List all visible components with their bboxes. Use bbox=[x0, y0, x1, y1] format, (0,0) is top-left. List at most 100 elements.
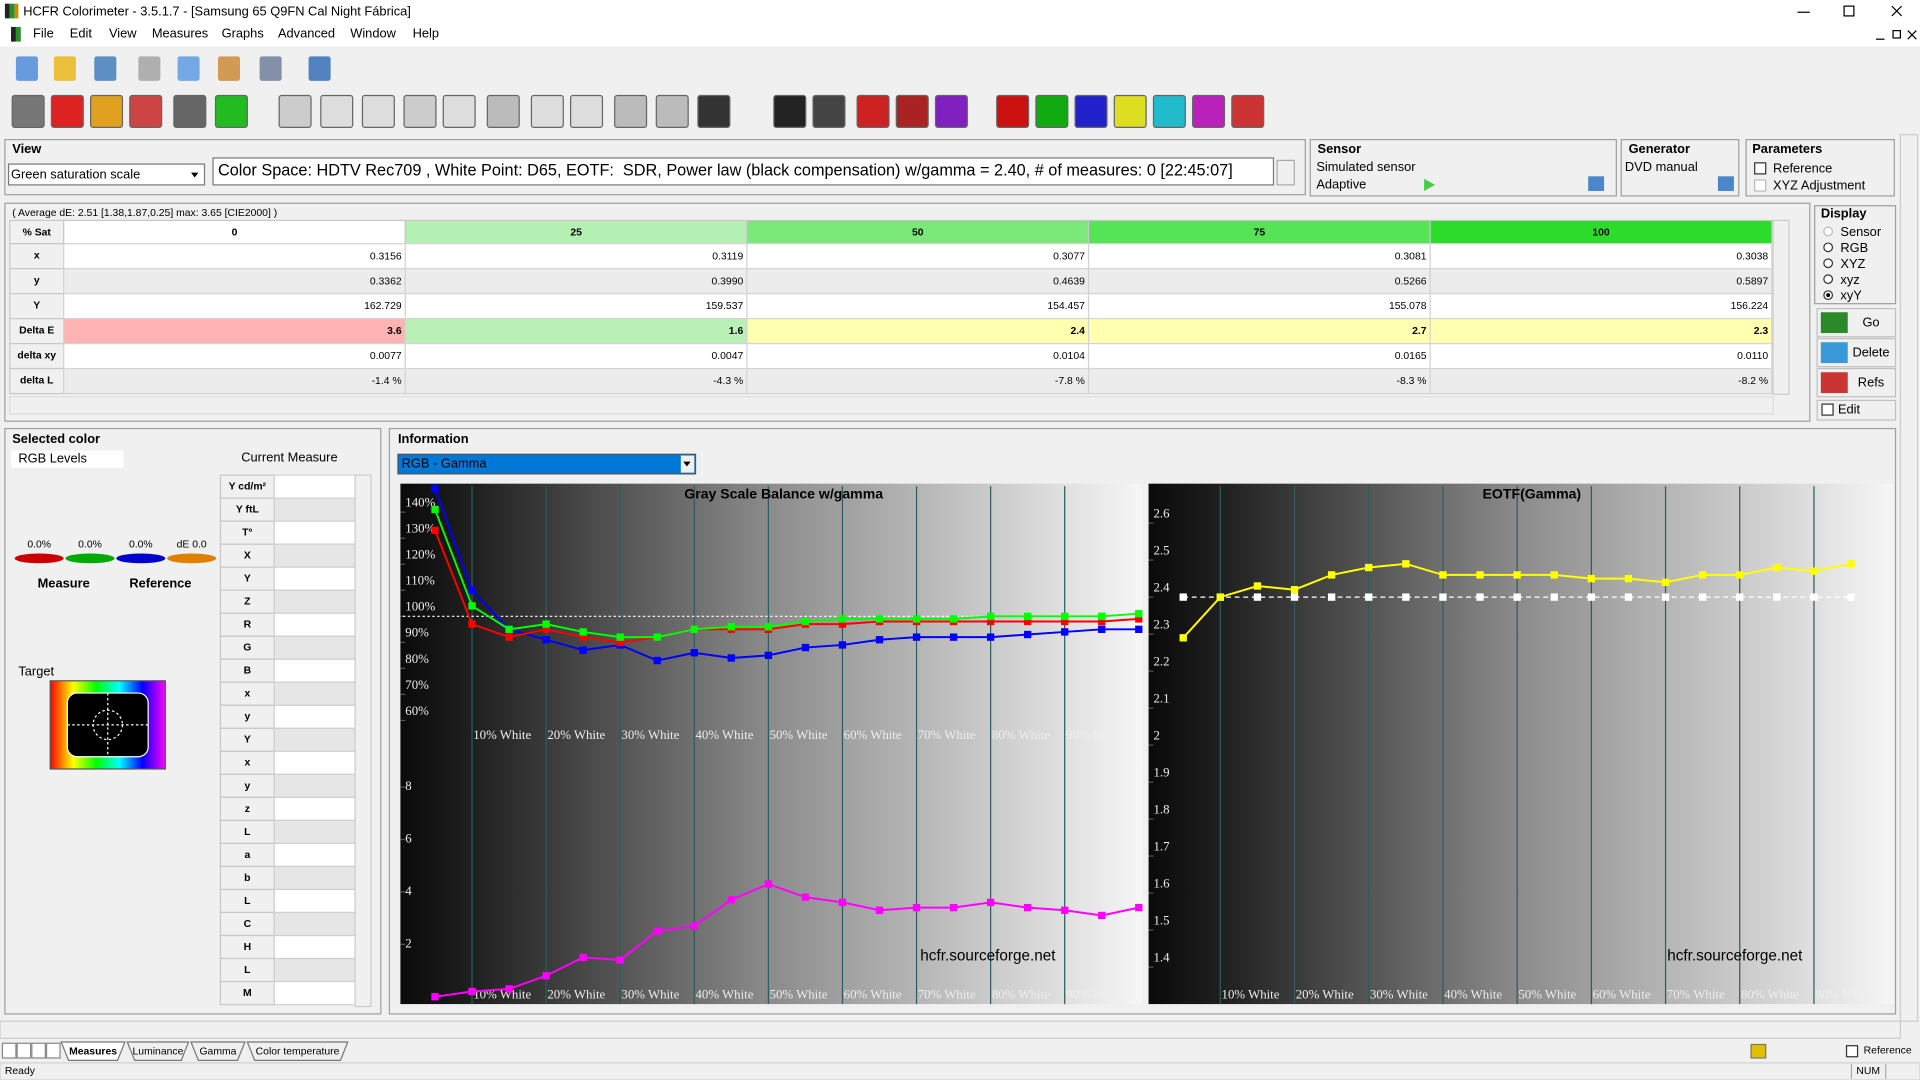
toolbar-button[interactable] bbox=[1192, 94, 1226, 128]
toolbar-button[interactable] bbox=[442, 94, 476, 128]
spin-button[interactable] bbox=[1276, 159, 1295, 186]
generator-config[interactable] bbox=[1717, 176, 1734, 192]
reference-toggle[interactable]: Reference bbox=[1864, 1045, 1912, 1056]
horizontal-scrollbar[interactable] bbox=[0, 1020, 1902, 1039]
menu-item[interactable]: Window bbox=[350, 26, 396, 41]
toolbar-button[interactable] bbox=[895, 94, 929, 128]
toolbar-button[interactable] bbox=[486, 94, 520, 128]
menu-item[interactable]: Edit bbox=[70, 26, 93, 41]
tab[interactable] bbox=[126, 1041, 190, 1062]
toolbar-button[interactable] bbox=[173, 94, 207, 128]
toolbar-button[interactable] bbox=[1231, 94, 1265, 128]
toolbar-button[interactable] bbox=[403, 94, 437, 128]
tab[interactable] bbox=[190, 1041, 246, 1062]
toolbar-button[interactable] bbox=[138, 56, 161, 81]
button-label[interactable]: Delete bbox=[1852, 345, 1889, 360]
toolbar-button[interactable] bbox=[94, 56, 117, 81]
cell-value: -1.4 % bbox=[372, 376, 402, 387]
field-scrollbar[interactable] bbox=[354, 474, 372, 1008]
mode-value[interactable]: Green saturation scale bbox=[11, 166, 140, 181]
toolbar-button[interactable] bbox=[1113, 94, 1147, 128]
parameter-option[interactable]: Reference bbox=[1773, 160, 1832, 175]
toolbar-button[interactable] bbox=[90, 94, 124, 128]
menu-item[interactable]: Help bbox=[413, 26, 439, 41]
menu-item[interactable]: File bbox=[33, 26, 54, 41]
toolbar-button[interactable] bbox=[320, 94, 354, 128]
sensor-config[interactable] bbox=[1588, 176, 1605, 192]
toolbar-button[interactable] bbox=[11, 94, 45, 128]
x-tick-label: 10% White bbox=[473, 728, 531, 742]
checkbox[interactable] bbox=[1754, 162, 1767, 175]
maximize-button[interactable] bbox=[1843, 5, 1855, 17]
data-point bbox=[1736, 593, 1744, 601]
toolbar-button[interactable] bbox=[214, 94, 248, 128]
toolbar-button[interactable] bbox=[50, 94, 84, 128]
toolbar-button[interactable] bbox=[655, 94, 689, 128]
radio-button[interactable] bbox=[1823, 242, 1834, 253]
tab-label[interactable]: Color temperature bbox=[256, 1047, 340, 1058]
menu-item[interactable]: Measures bbox=[152, 26, 208, 41]
toolbar-button[interactable] bbox=[1152, 94, 1186, 128]
parameter-option[interactable]: XYZ Adjustment bbox=[1773, 178, 1866, 193]
toolbar-button[interactable] bbox=[217, 56, 240, 81]
toolbar-button[interactable] bbox=[570, 94, 604, 128]
display-option[interactable]: xyY bbox=[1840, 288, 1862, 303]
tab-nav-button[interactable] bbox=[16, 1042, 32, 1059]
data-cell bbox=[1087, 293, 1431, 320]
table-hscrollbar[interactable] bbox=[9, 396, 1774, 415]
x-tick-label: 10% White bbox=[1222, 987, 1280, 1001]
toolbar-button[interactable] bbox=[361, 94, 395, 128]
table-scrollbar[interactable] bbox=[1772, 219, 1790, 395]
tab-nav-button[interactable] bbox=[1, 1042, 17, 1059]
tab-label[interactable]: Gamma bbox=[199, 1047, 236, 1058]
toolbar-button[interactable] bbox=[697, 94, 731, 128]
toolbar-button[interactable] bbox=[614, 94, 648, 128]
display-option[interactable]: xyz bbox=[1840, 272, 1859, 287]
toolbar-button[interactable] bbox=[996, 94, 1030, 128]
vertical-scrollbar[interactable] bbox=[1899, 134, 1919, 1022]
checkbox[interactable] bbox=[1845, 1045, 1859, 1058]
edit-label[interactable]: Edit bbox=[1838, 402, 1861, 417]
toolbar-button[interactable] bbox=[812, 94, 846, 128]
toolbar-button[interactable] bbox=[1035, 94, 1069, 128]
menu-item[interactable]: Advanced bbox=[278, 26, 335, 41]
toolbar-button[interactable] bbox=[259, 56, 282, 81]
mode-dropdown[interactable] bbox=[7, 163, 206, 186]
toolbar-button[interactable] bbox=[53, 56, 76, 81]
radio-button[interactable] bbox=[1823, 226, 1834, 237]
display-option[interactable]: Sensor bbox=[1840, 224, 1881, 239]
toolbar-button[interactable] bbox=[177, 56, 200, 81]
toolbar-button[interactable] bbox=[773, 94, 807, 128]
tab-nav-button[interactable] bbox=[45, 1042, 61, 1059]
display-option[interactable]: RGB bbox=[1840, 240, 1868, 255]
tab[interactable] bbox=[60, 1041, 126, 1062]
column-header: 75 bbox=[1254, 227, 1266, 238]
display-option[interactable]: XYZ bbox=[1840, 256, 1865, 271]
toolbar-button[interactable] bbox=[934, 94, 968, 128]
graph-view[interactable]: RGB - Gamma bbox=[402, 455, 488, 470]
edit-toggle[interactable] bbox=[1816, 399, 1897, 421]
graph-dropdown[interactable] bbox=[397, 453, 697, 475]
data-point bbox=[616, 638, 624, 647]
toolbar-button[interactable] bbox=[129, 94, 163, 128]
data-cell bbox=[1429, 342, 1773, 370]
toolbar-button[interactable] bbox=[530, 94, 564, 128]
radio-button[interactable] bbox=[1823, 258, 1834, 269]
toolbar-button[interactable] bbox=[856, 94, 890, 128]
toolbar-button[interactable] bbox=[308, 56, 331, 81]
checkbox[interactable] bbox=[1754, 179, 1767, 192]
tab[interactable] bbox=[246, 1041, 349, 1062]
toolbar-button[interactable] bbox=[1074, 94, 1108, 128]
tab-nav-button[interactable] bbox=[31, 1042, 46, 1059]
menu-item[interactable]: View bbox=[109, 26, 137, 41]
menu-item[interactable]: Graphs bbox=[222, 26, 264, 41]
toolbar-button[interactable] bbox=[278, 94, 312, 128]
tab-label[interactable]: Luminance bbox=[133, 1047, 184, 1058]
tab-label[interactable]: Measures bbox=[69, 1047, 117, 1058]
button-label[interactable]: Go bbox=[1862, 315, 1879, 330]
data-point bbox=[875, 636, 884, 644]
level-swatch bbox=[14, 553, 64, 564]
button-label[interactable]: Refs bbox=[1858, 375, 1884, 390]
toolbar-button[interactable] bbox=[15, 56, 38, 81]
radio-button[interactable] bbox=[1823, 274, 1834, 285]
